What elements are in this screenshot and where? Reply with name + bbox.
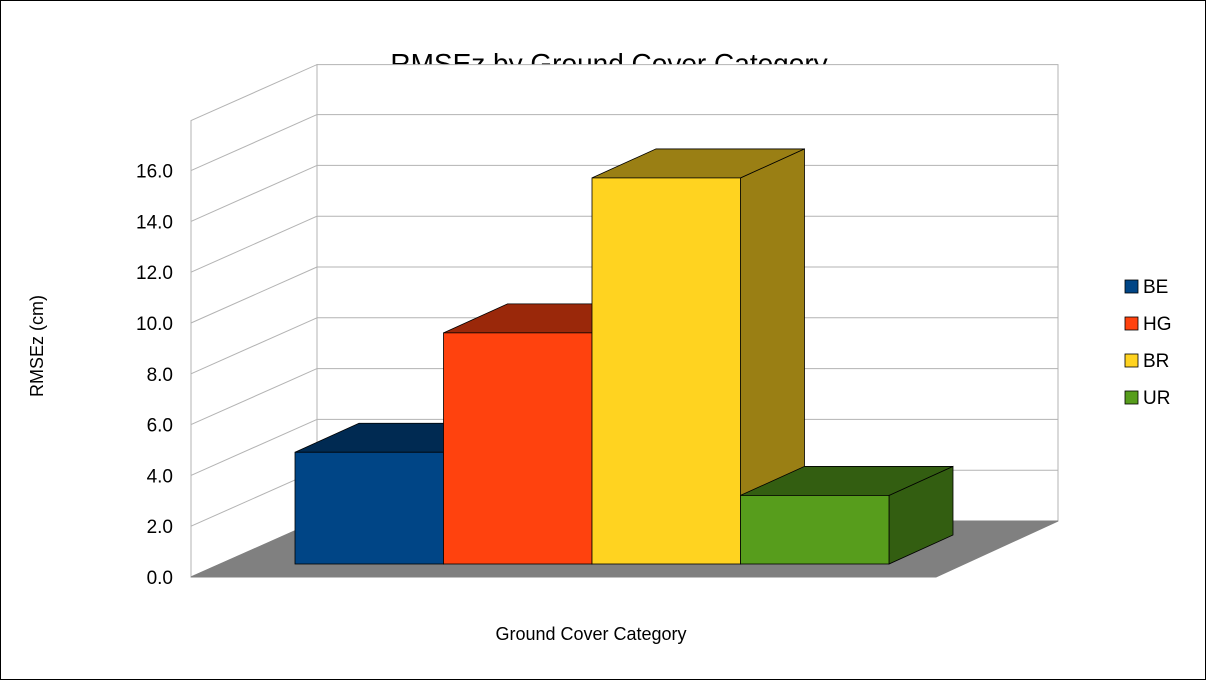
gridline-side: [190, 215, 318, 273]
y-tick-label: 14.0: [136, 212, 173, 233]
y-tick-label: 0.0: [147, 568, 173, 589]
bar-ur: [740, 465, 954, 565]
legend-label: HG: [1143, 314, 1172, 335]
legend-swatch: [1124, 390, 1139, 405]
gridline-side: [190, 114, 318, 172]
y-axis-label: RMSEz (cm): [27, 295, 47, 397]
legend-swatch: [1124, 353, 1139, 368]
legend-label: BE: [1143, 277, 1168, 298]
y-tick-label: 2.0: [147, 517, 173, 538]
gridline-side: [190, 164, 318, 222]
y-tick-label: 12.0: [136, 263, 173, 284]
legend-swatch: [1124, 279, 1139, 294]
legend-label: BR: [1143, 351, 1169, 372]
gridline-side: [190, 317, 318, 375]
bars: [294, 148, 954, 565]
legend-item-hg: HG: [1124, 314, 1172, 335]
legend: BE HG BR UR: [1124, 277, 1172, 409]
bar-front: [294, 451, 444, 565]
gridline-side: [190, 266, 318, 324]
x-axis-label: Ground Cover Category: [495, 624, 686, 644]
y-tick-label: 6.0: [147, 416, 173, 437]
y-tick-label: 16.0: [136, 162, 173, 183]
bar-br: [591, 148, 805, 565]
legend-item-ur: UR: [1124, 388, 1170, 409]
y-tick-label: 8.0: [147, 365, 173, 386]
legend-label: UR: [1143, 388, 1170, 409]
y-tick-labels: 0.0 2.0 4.0 6.0 8.0 10.0 12.0 14.0 16.0: [136, 162, 173, 589]
bar-front: [740, 495, 890, 565]
gridline-side: [190, 418, 318, 476]
y-tick-label: 4.0: [147, 466, 173, 487]
legend-item-be: BE: [1124, 277, 1168, 298]
bar-front: [443, 332, 593, 565]
legend-item-br: BR: [1124, 351, 1169, 372]
bar-front: [591, 177, 741, 565]
y-tick-label: 10.0: [136, 314, 173, 335]
gridline-side: [190, 368, 318, 426]
legend-swatch: [1124, 316, 1139, 331]
